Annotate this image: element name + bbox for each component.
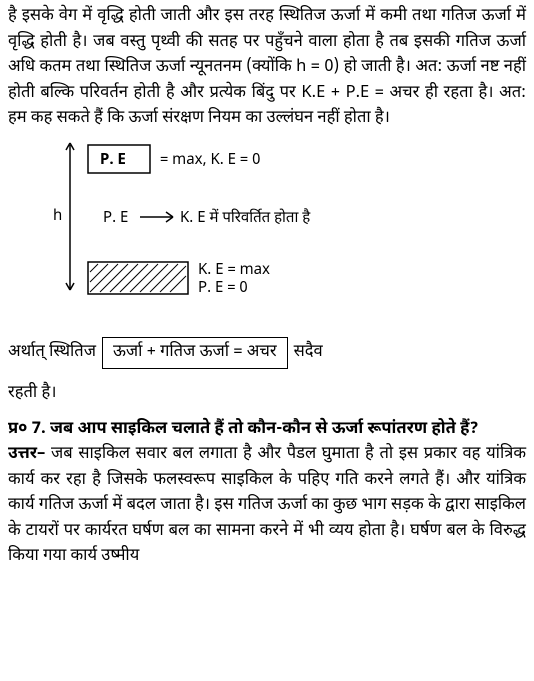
pe-top-right: = max, K. E = 0 <box>160 152 260 171</box>
ke-max-label: K. E = max <box>198 262 270 281</box>
pe-top-label: P. E <box>100 152 126 171</box>
mid-pe: P. E <box>103 210 128 229</box>
eq-right: सदैव <box>294 340 323 366</box>
equation-row: अर्थात् स्थितिज ऊर्जा + गतिज ऊर्जा = अचर… <box>8 337 526 369</box>
intro-paragraph: है इसके वेग में वृद्धि होती जाती और इस त… <box>8 4 526 132</box>
mid-ke: K. E में परिवर्तित होता है <box>180 208 311 229</box>
answer-text: जब साइकिल सवार बल लगाता है और पैडल घुमात… <box>8 443 526 567</box>
answer-7: उत्तर– जब साइकिल सवार बल लगाता है और पैड… <box>8 442 526 570</box>
energy-diagram: h P. E = max, K. E = 0 P. E K. E में परि… <box>48 140 526 330</box>
question-7: प्र० 7. जब आप साइकिल चलाते हैं तो कौन-कौ… <box>8 417 526 443</box>
eq-left: अर्थात् स्थितिज <box>8 340 96 366</box>
answer-label: उत्तर– <box>8 443 51 465</box>
eq-line2: रहती है। <box>8 381 526 407</box>
eq-boxed: ऊर्जा + गतिज ऊर्जा = अचर <box>102 337 288 369</box>
height-label: h <box>53 208 62 227</box>
pe-zero-label: P. E = 0 <box>198 280 248 299</box>
